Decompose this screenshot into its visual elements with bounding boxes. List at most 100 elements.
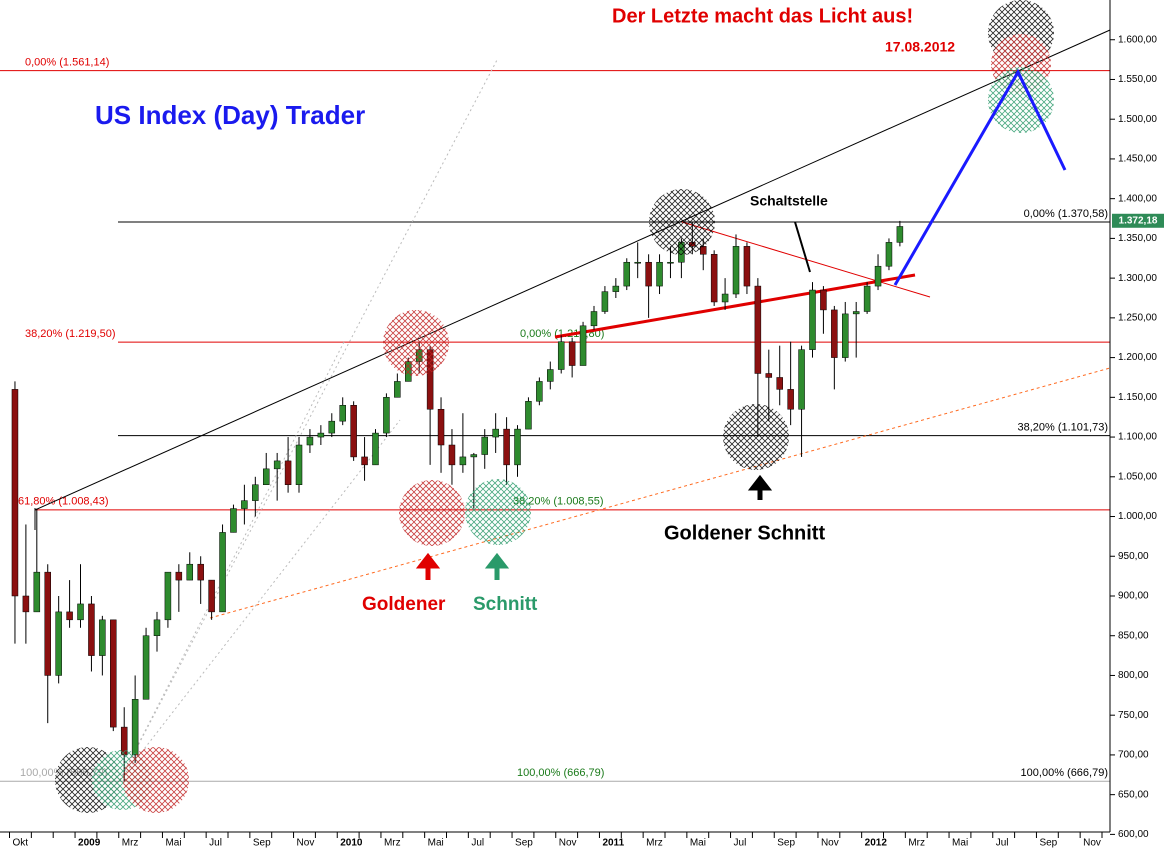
candle-body <box>241 500 248 509</box>
candle-body <box>776 377 783 390</box>
y-tick-label: 900,00 <box>1118 591 1149 602</box>
candle-body <box>11 389 19 597</box>
circle <box>123 747 189 813</box>
arrow <box>415 552 441 580</box>
candle-body <box>339 405 346 422</box>
candle-body <box>77 603 84 621</box>
candles <box>11 220 904 782</box>
annotation: Goldener <box>362 594 446 615</box>
circle <box>399 480 465 546</box>
y-tick-label: 1.600,00 <box>1118 34 1157 45</box>
y-tick-label: 650,00 <box>1118 789 1149 800</box>
candle-body <box>885 242 893 267</box>
candle-body <box>579 325 587 366</box>
candle-body <box>656 261 663 287</box>
candle-body <box>328 420 336 434</box>
y-tick-label: 850,00 <box>1118 630 1149 641</box>
trendline <box>554 273 916 339</box>
x-tick-label: 2012 <box>865 838 888 849</box>
candle-body <box>197 563 204 581</box>
x-tick-label: 2010 <box>340 838 363 849</box>
y-tick-label: 750,00 <box>1118 710 1149 721</box>
candle-body <box>33 571 41 613</box>
candle-body <box>547 369 554 382</box>
candle-body <box>153 619 161 636</box>
candle-body <box>383 397 390 434</box>
x-tick-label: Nov <box>559 838 577 849</box>
candle-body <box>732 246 740 295</box>
candle-body <box>721 293 729 303</box>
candle-body <box>361 456 368 466</box>
candle-body <box>208 579 215 613</box>
x-tick-label: Sep <box>515 838 533 849</box>
x-tick-label: 2009 <box>78 838 101 849</box>
x-tick-label: Jul <box>996 838 1009 849</box>
candle-body <box>842 313 849 358</box>
candle-body <box>809 289 816 350</box>
date-note: 17.08.2012 <box>885 39 955 55</box>
x-tick-label: Mai <box>690 838 706 849</box>
x-tick-label: Sep <box>777 838 795 849</box>
candle-body <box>568 341 576 366</box>
arrow <box>484 552 510 580</box>
candle-body <box>252 484 259 501</box>
level-label: 38,20% (1.219,50) <box>25 328 116 340</box>
candle-body <box>88 603 95 656</box>
y-tick-label: 1.550,00 <box>1118 74 1157 85</box>
candle-body <box>284 460 292 485</box>
y-tick-label: 1.300,00 <box>1118 273 1157 284</box>
x-tick-label: Sep <box>1039 838 1057 849</box>
x-tick-label: Nov <box>821 838 839 849</box>
candle-body <box>22 595 30 613</box>
y-tick-label: 1.100,00 <box>1118 432 1157 443</box>
candle-body <box>623 261 631 287</box>
circle <box>465 479 531 545</box>
fan-line <box>119 339 346 781</box>
candle-body <box>44 571 51 676</box>
fan-line <box>119 419 401 781</box>
level-label: 61,80% (1.008,43) <box>18 496 109 508</box>
candle-body <box>306 436 314 446</box>
x-axis-labels: Okt 2009 Mrz Mai Jul Sep Nov 2010 Mrz Mai Jul Sep No… <box>9 832 1103 849</box>
x-tick-label: 2011 <box>602 838 624 849</box>
candle-body <box>863 285 871 312</box>
candle-body <box>492 428 499 438</box>
circle <box>988 67 1054 133</box>
annotation: Schnitt <box>473 594 538 615</box>
y-tick-label: 1.200,00 <box>1118 352 1157 363</box>
y-tick-label: 1.150,00 <box>1118 392 1157 403</box>
x-tick-label: Okt <box>13 838 29 849</box>
candle-body <box>896 226 904 243</box>
x-tick-label: Nov <box>297 838 315 849</box>
candle-body <box>350 405 357 458</box>
candle-body <box>645 261 652 287</box>
candle-body <box>175 571 183 581</box>
y-tick-label: 700,00 <box>1118 750 1149 761</box>
chart-title: US Index (Day) Trader <box>95 100 365 130</box>
level-label: 0,00% (1.561,14) <box>25 57 109 69</box>
candle-body <box>481 436 488 455</box>
candle-body <box>448 444 456 466</box>
y-tick-label: 1.450,00 <box>1118 154 1157 165</box>
y-tick-label: 1.400,00 <box>1118 193 1157 204</box>
candle-body <box>470 454 478 458</box>
x-tick-label: Mai <box>428 838 444 849</box>
candle-body <box>743 246 751 287</box>
x-tick-label: Jul <box>209 838 222 849</box>
x-tick-label: Sep <box>253 838 271 849</box>
headline: Der Letzte macht das Licht aus! <box>612 5 913 27</box>
circles <box>55 0 1054 813</box>
circle <box>649 189 715 255</box>
y-tick-label: 800,00 <box>1118 670 1149 681</box>
trendlines <box>34 29 1111 781</box>
candle-body <box>437 408 445 446</box>
candle-body <box>612 285 620 292</box>
candle-body <box>372 432 379 466</box>
candle-body <box>831 309 838 358</box>
pointer <box>794 221 811 273</box>
y-axis-labels: 600,00 650,00 700,00 750,00 800,00 850,00 900,… <box>1110 34 1157 840</box>
price-tag <box>1112 213 1164 228</box>
y-tick-label: 600,00 <box>1118 829 1149 840</box>
